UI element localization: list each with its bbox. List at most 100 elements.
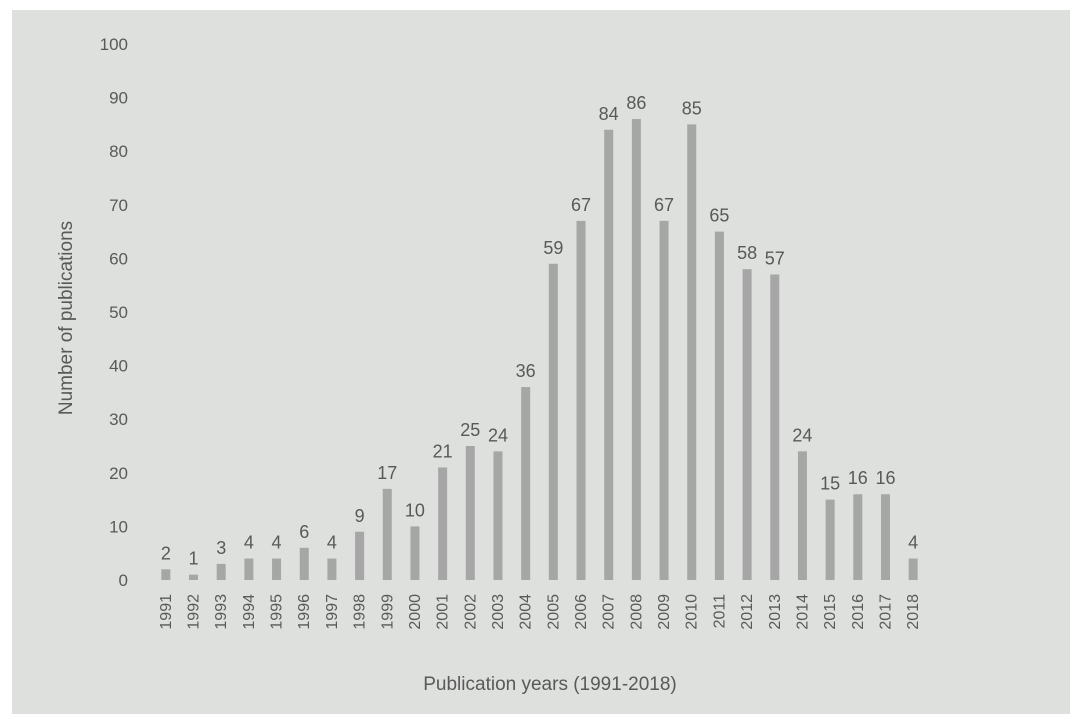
bar	[576, 220, 586, 580]
data-label: 57	[765, 248, 785, 268]
data-label: 67	[571, 195, 591, 215]
bar	[687, 124, 697, 581]
x-tick-label: 1999	[379, 594, 396, 630]
bar	[438, 467, 448, 580]
data-label: 1	[189, 549, 199, 569]
data-label: 36	[516, 361, 536, 381]
data-label: 3	[216, 538, 226, 558]
bar	[493, 451, 503, 580]
data-label: 4	[327, 533, 337, 553]
data-label: 24	[488, 425, 508, 445]
x-tick-label: 2015	[822, 594, 839, 630]
y-axis-ticks: 0 10 20 30 40 50 60 70 80 90 100	[100, 35, 128, 590]
y-tick-label: 20	[109, 464, 128, 483]
bar	[465, 446, 475, 580]
bar	[521, 387, 531, 580]
data-label: 4	[244, 533, 254, 553]
x-tick-label: 1995	[269, 594, 286, 630]
x-tick-label: 2016	[850, 594, 867, 630]
x-tick-label: 1997	[324, 594, 341, 630]
bar	[272, 558, 282, 580]
y-axis-title: Number of publications	[56, 221, 77, 415]
data-label: 9	[355, 506, 365, 526]
x-tick-label: 1996	[296, 594, 313, 630]
x-axis-ticks: 1991 1992 1993 1994 1995 1996 1997 1998 1999 2000…	[158, 594, 922, 630]
x-tick-label: 2003	[490, 594, 507, 630]
bar	[189, 574, 199, 580]
y-tick-label: 90	[109, 89, 128, 108]
data-label: 15	[820, 474, 840, 494]
bar	[604, 129, 614, 580]
x-tick-label: 2017	[877, 594, 894, 630]
x-tick-label: 1992	[186, 594, 203, 630]
bar	[410, 526, 420, 580]
data-label: 21	[433, 441, 453, 461]
y-tick-label: 40	[109, 357, 128, 376]
data-label: 59	[543, 238, 563, 258]
y-tick-label: 60	[109, 249, 128, 268]
x-tick-label: 2010	[684, 594, 701, 630]
x-tick-label: 2013	[767, 594, 784, 630]
x-tick-label: 1993	[213, 594, 230, 630]
bar	[244, 558, 254, 580]
y-tick-label: 10	[109, 517, 128, 536]
bar	[825, 499, 835, 580]
data-label: 67	[654, 195, 674, 215]
bar	[548, 263, 558, 580]
data-label: 84	[599, 104, 619, 124]
x-tick-label: 1991	[158, 594, 175, 630]
bar	[659, 220, 669, 580]
bar	[797, 451, 807, 580]
data-label: 24	[792, 425, 812, 445]
data-label: 6	[299, 522, 309, 542]
y-tick-label: 50	[109, 303, 128, 322]
x-tick-label: 2005	[545, 594, 562, 630]
chart-frame: 0 10 20 30 40 50 60 70 80 90 100 2 1 3 4 4 6 4 9 17 10 21 25 2…	[12, 10, 1070, 714]
x-axis-title: Publication years (1991-2018)	[423, 674, 677, 695]
y-tick-label: 70	[109, 196, 128, 215]
x-tick-label: 2011	[711, 594, 728, 629]
y-tick-label: 0	[119, 571, 128, 590]
bar	[880, 494, 890, 580]
x-tick-label: 1994	[241, 594, 258, 630]
x-tick-label: 2006	[573, 594, 590, 630]
bar	[216, 563, 226, 580]
x-tick-label: 2012	[739, 594, 756, 630]
y-tick-label: 30	[109, 410, 128, 429]
bar	[853, 494, 863, 580]
x-tick-label: 2004	[518, 594, 535, 630]
data-label: 58	[737, 243, 757, 263]
x-tick-label: 2007	[601, 594, 618, 630]
bars	[161, 119, 918, 581]
y-tick-label: 80	[109, 142, 128, 161]
data-label: 4	[908, 533, 918, 553]
bar	[355, 531, 365, 580]
x-tick-label: 2018	[905, 594, 922, 630]
bar	[908, 558, 918, 580]
data-label: 16	[875, 468, 895, 488]
x-tick-label: 2000	[407, 594, 424, 630]
x-tick-label: 2014	[794, 594, 811, 630]
bar	[742, 269, 752, 580]
data-label: 16	[848, 468, 868, 488]
x-tick-label: 2002	[462, 594, 479, 630]
bar	[327, 558, 337, 580]
bar	[714, 231, 724, 580]
data-label: 85	[682, 98, 702, 118]
x-tick-label: 2009	[656, 594, 673, 630]
x-tick-label: 1998	[352, 594, 369, 630]
data-label: 86	[626, 93, 646, 113]
data-label: 4	[272, 533, 282, 553]
x-tick-label: 2008	[628, 594, 645, 630]
bar	[770, 274, 780, 580]
x-tick-label: 2001	[435, 594, 452, 630]
data-label: 2	[161, 543, 171, 563]
bar	[299, 547, 309, 580]
data-label: 25	[460, 420, 480, 440]
data-label: 65	[709, 206, 729, 226]
data-label: 17	[377, 463, 397, 483]
bar	[631, 119, 641, 580]
bar	[382, 488, 392, 580]
